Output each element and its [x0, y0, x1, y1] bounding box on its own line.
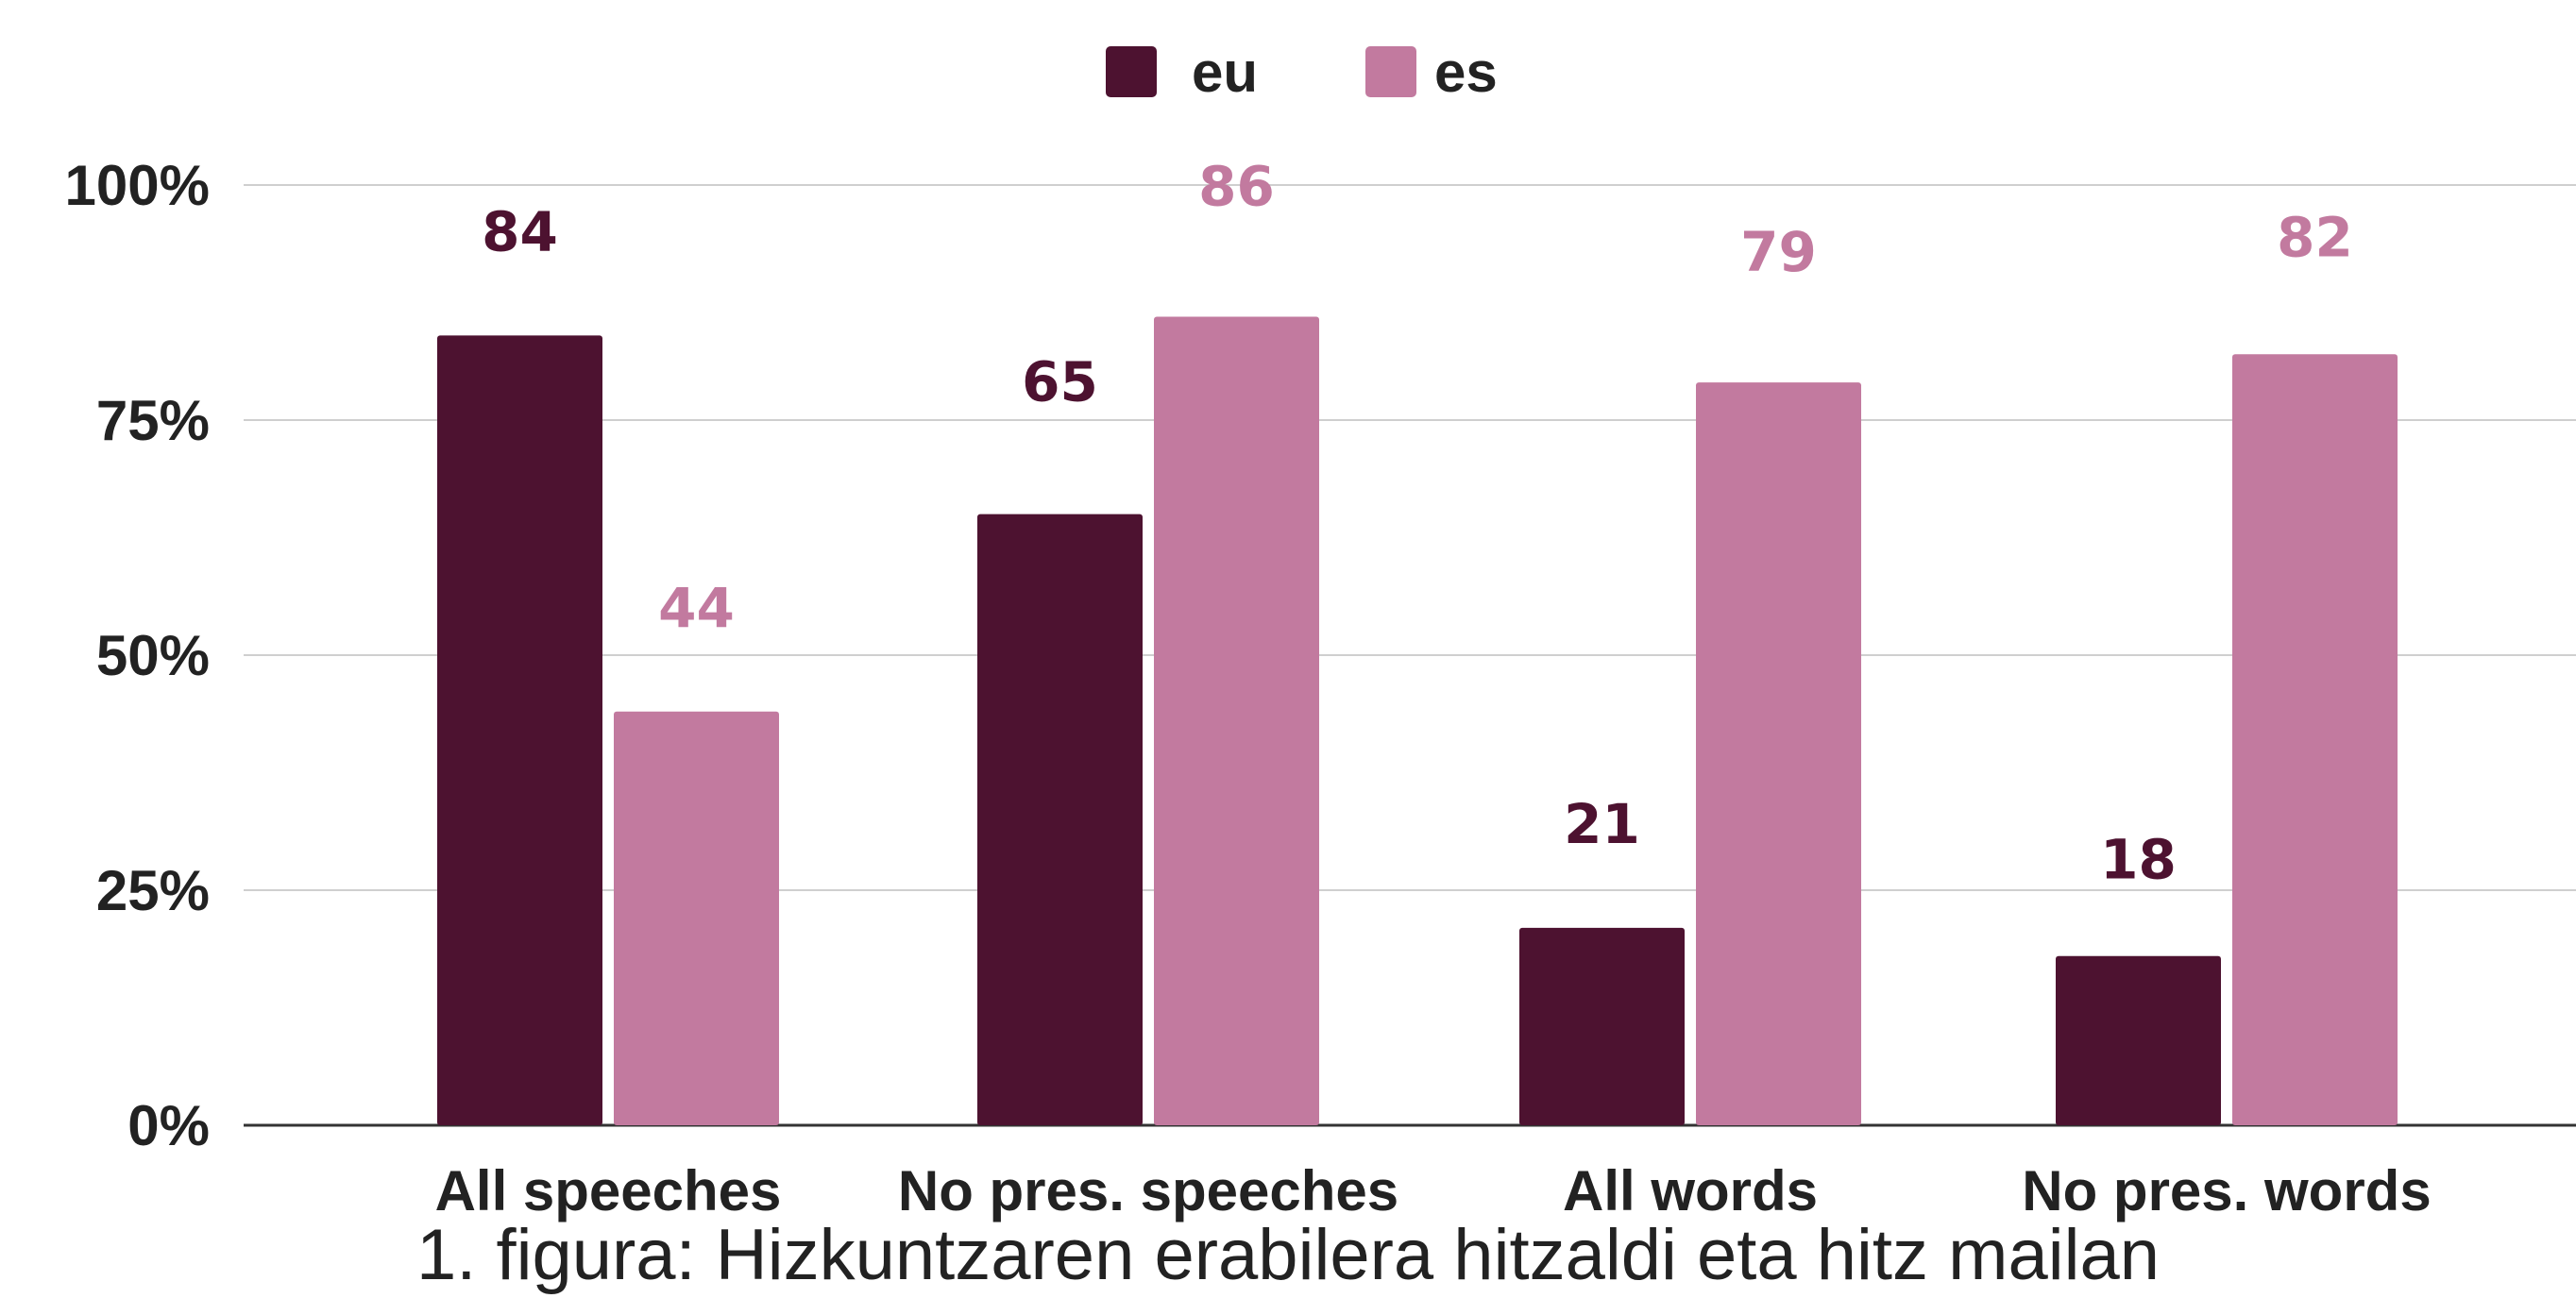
- y-axis-tick-labels: 0% 25% 50% 75% 100%: [65, 154, 210, 1157]
- data-label-eu: 84: [482, 199, 558, 263]
- legend-label: es: [1434, 41, 1498, 104]
- y-tick-label: 100%: [65, 154, 210, 217]
- x-category-label: No pres. speeches: [898, 1159, 1398, 1222]
- bar-eu: [437, 335, 602, 1125]
- data-label-eu: 21: [1564, 792, 1640, 856]
- legend: eu es: [1106, 41, 1498, 104]
- y-tick-label: 75%: [96, 389, 210, 452]
- legend-label: eu: [1192, 41, 1258, 104]
- bar-eu: [1519, 927, 1685, 1125]
- data-label-es: 79: [1740, 220, 1817, 284]
- figure-caption: 1. figura: Hizkuntzaren erabilera hitzal…: [415, 1215, 2161, 1295]
- data-label-eu: 18: [2100, 828, 2177, 892]
- bar-eu: [977, 514, 1143, 1125]
- bar-es: [614, 711, 779, 1125]
- bar-es: [2232, 354, 2398, 1125]
- legend-item-es: es: [1365, 41, 1498, 104]
- x-category-label: No pres. words: [2022, 1159, 2431, 1222]
- data-label-eu: 65: [1022, 350, 1098, 414]
- data-label-es: 82: [2277, 205, 2353, 269]
- data-labels: 84 65 21 18 44 86 79 82: [482, 154, 2353, 891]
- x-category-label: All words: [1563, 1159, 1818, 1222]
- data-label-es: 86: [1198, 154, 1275, 218]
- bar-es: [1154, 316, 1319, 1125]
- data-label-es: 44: [658, 576, 735, 640]
- y-tick-label: 50%: [96, 624, 210, 687]
- y-tick-label: 0%: [127, 1094, 210, 1157]
- y-tick-label: 25%: [96, 859, 210, 922]
- legend-item-eu: eu: [1106, 41, 1258, 104]
- legend-swatch: [1106, 46, 1157, 97]
- x-category-label: All speeches: [435, 1159, 782, 1222]
- legend-swatch: [1365, 46, 1416, 97]
- x-axis-category-labels: All speeches No pres. speeches All words No…: [435, 1159, 2432, 1222]
- bar-es: [1696, 382, 1861, 1125]
- bars: [437, 316, 2398, 1125]
- bar-eu: [2056, 955, 2221, 1125]
